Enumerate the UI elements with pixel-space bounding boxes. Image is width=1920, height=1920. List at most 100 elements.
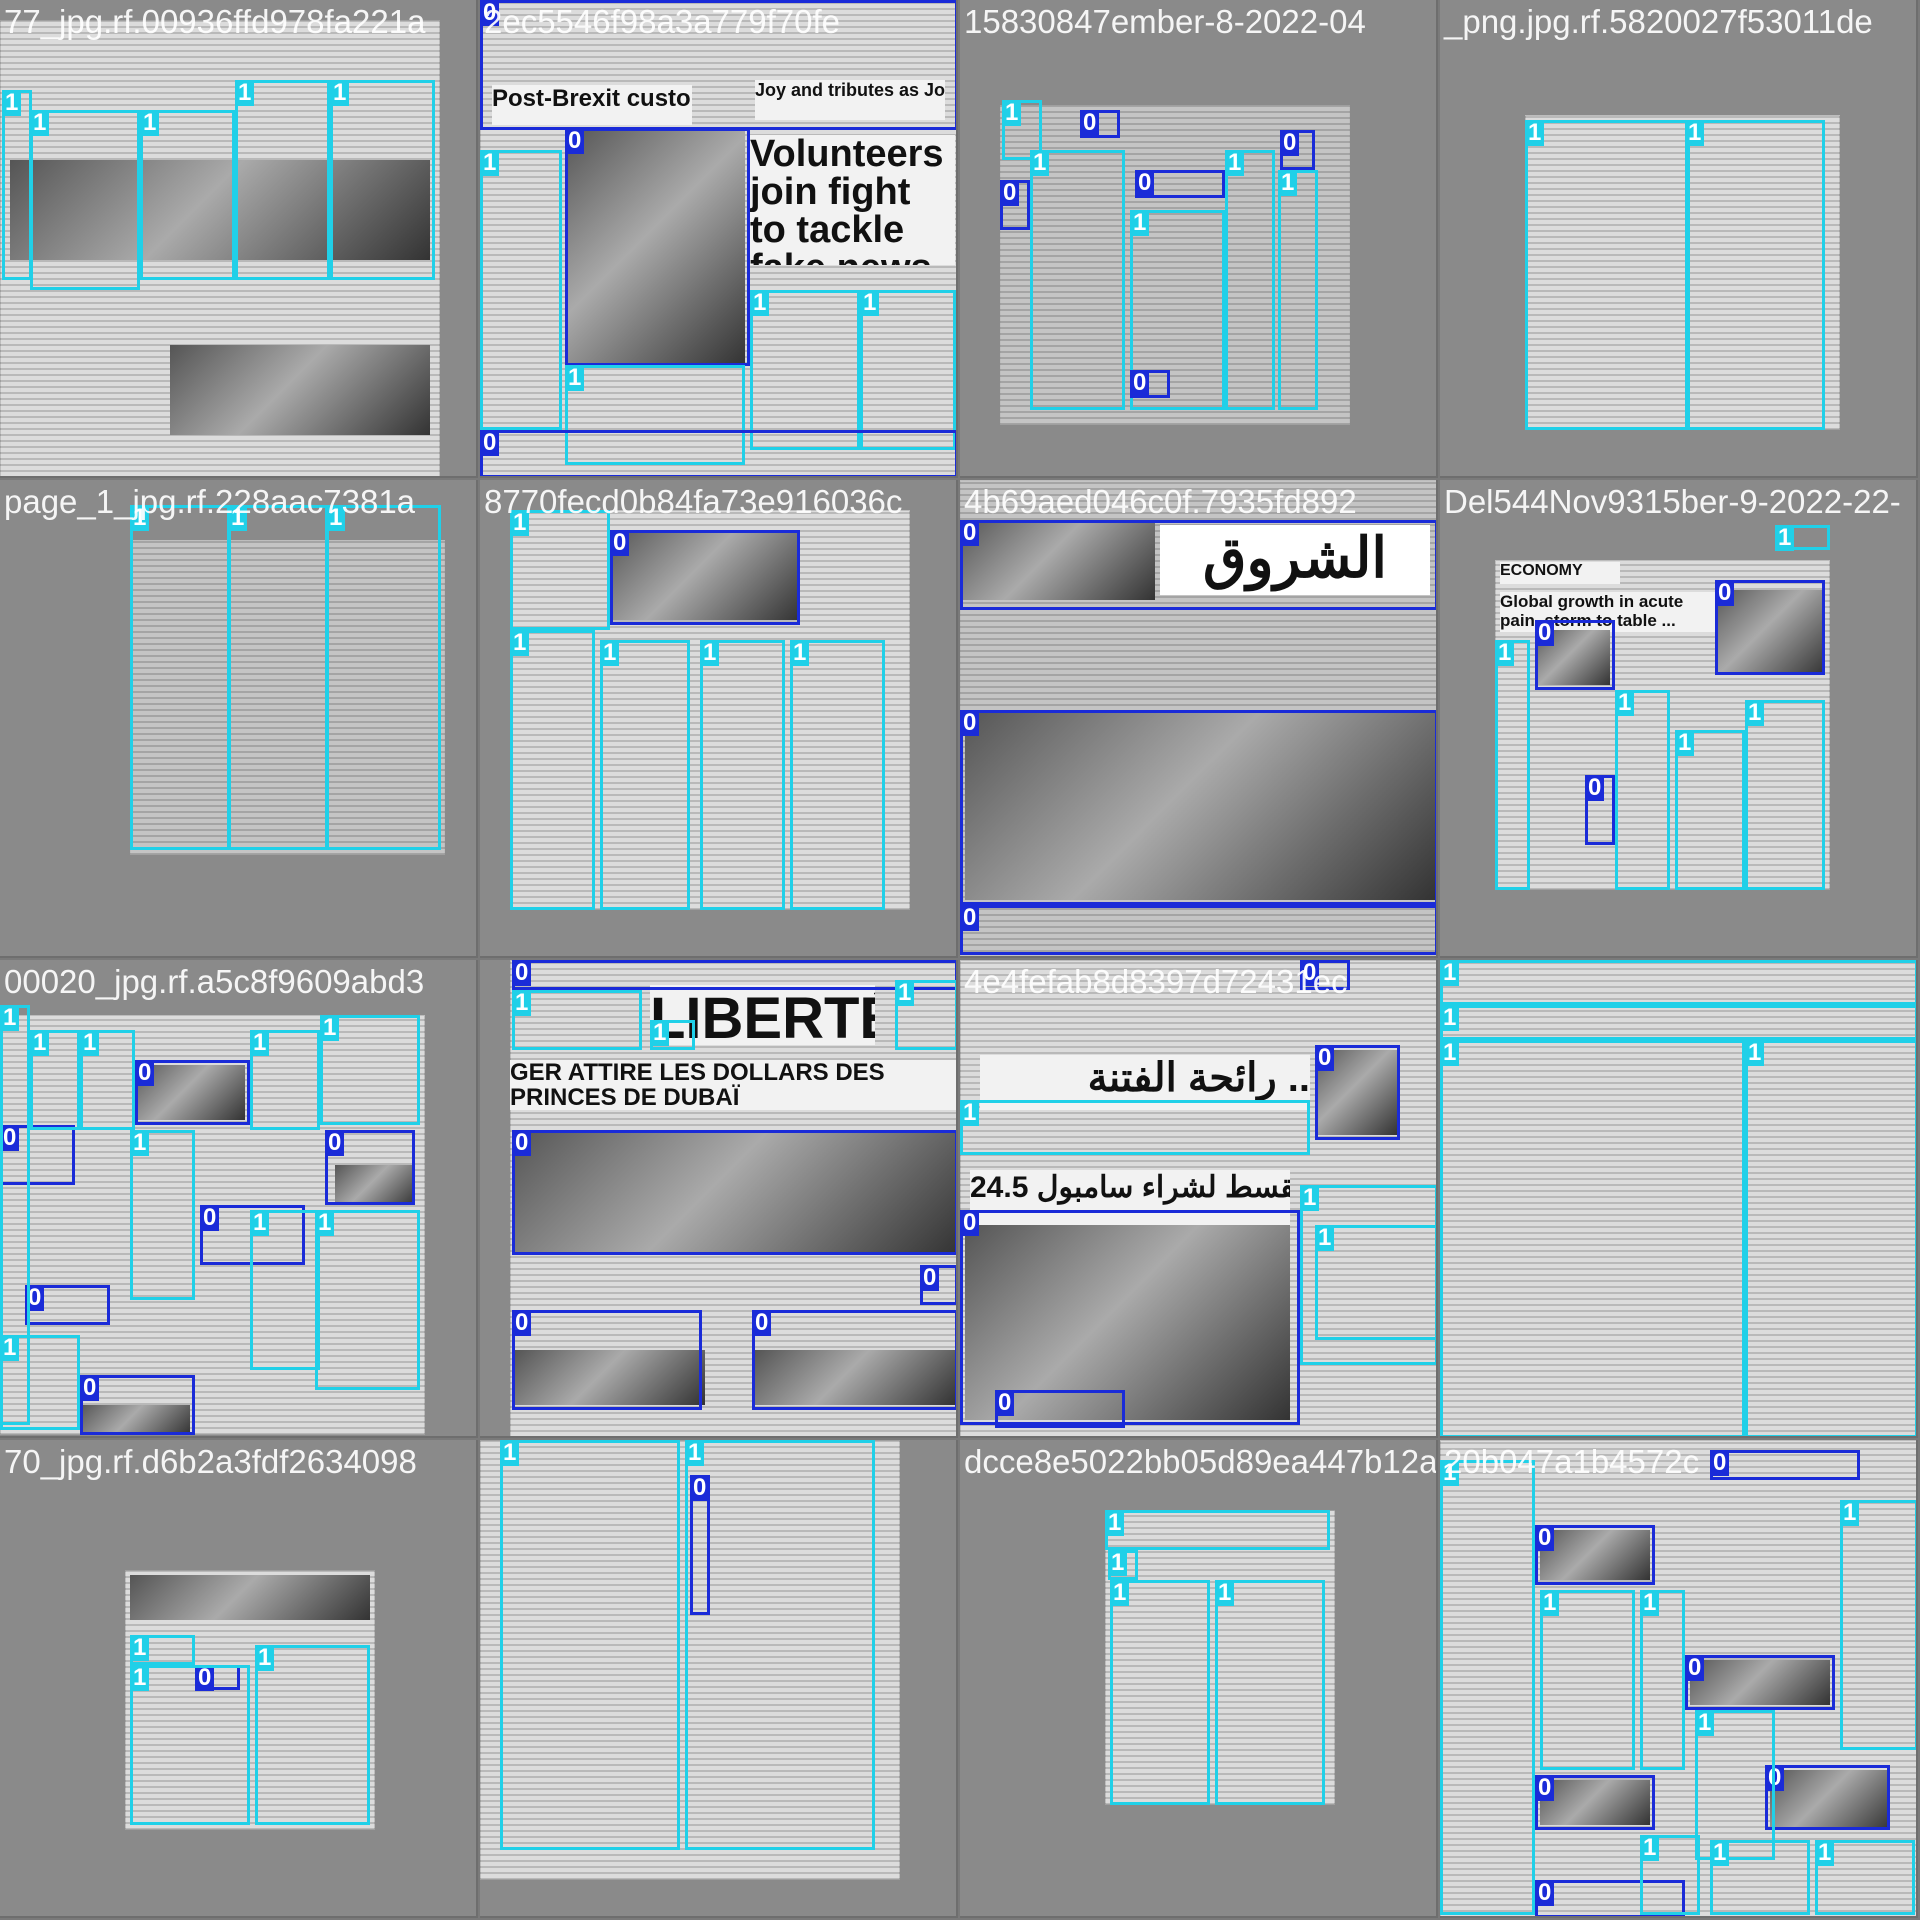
tile-16: 0 0 0 0 0 0 1 1 1 1 1 1 1 1 20b047a1b457…	[1440, 1440, 1918, 1918]
section-label: ECONOMY	[1500, 562, 1620, 584]
box-class0: 0	[1315, 1045, 1400, 1140]
tile-11: رائحة الفتنة .. 24.5 مليون.. القسط لشراء…	[960, 960, 1438, 1438]
tile-title: dcce8e5022bb05d89ea447b12a	[964, 1442, 1436, 1482]
box-class1: 1	[1745, 700, 1825, 890]
tile-14: 1 1 0	[480, 1440, 958, 1918]
box-class1: 1	[500, 1440, 680, 1850]
box-class0: 0	[960, 520, 1438, 610]
box-class0: 0	[512, 1310, 702, 1410]
box-class1: 1	[320, 1015, 420, 1125]
box-class0: 0	[80, 1375, 195, 1435]
box-class1: 1	[1675, 730, 1745, 890]
box-class1: 1	[1440, 1460, 1535, 1915]
box-class1: 1	[30, 110, 140, 290]
box-class0: 0	[752, 1310, 958, 1410]
box-class1: 1	[750, 290, 860, 450]
tile-10: LIBERTÉ GER ATTIRE LES DOLLARS DES PRINC…	[480, 960, 958, 1438]
tile-title: page_1_jpg.rf.228aac7381a	[4, 482, 476, 522]
box-class1: 1	[140, 110, 235, 280]
box-class0: 0	[1585, 775, 1615, 845]
box-class0: 0	[995, 1390, 1125, 1428]
box-class0: 0	[480, 430, 958, 478]
tile-8: ECONOMY Global growth in acute pain, sto…	[1440, 480, 1918, 958]
box-class0: 0	[565, 128, 750, 366]
box-class1: 1	[1030, 150, 1125, 410]
box-class1: 1	[1110, 1580, 1210, 1805]
box-class0: 0	[135, 1060, 250, 1125]
tile-7: الشروق 0 0 0 4b69aed046c0f.7935fd892	[960, 480, 1438, 958]
tile-15: 1 1 1 1 dcce8e5022bb05d89ea447b12a	[960, 1440, 1438, 1918]
box-class1: 1	[1105, 1510, 1330, 1550]
tile-4: 1 1 _png.jpg.rf.5820027f53011de	[1440, 0, 1918, 478]
tile-5: 1 1 1 page_1_jpg.rf.228aac7381a	[0, 480, 478, 958]
box-class1: 1	[790, 640, 885, 910]
tile-title: 77_jpg.rf.00936ffd978fa221a	[4, 2, 476, 42]
box-class1: 1	[130, 1130, 195, 1300]
tile-title: 2ec5546f98a3a779f70fe	[484, 2, 956, 42]
box-class1: 1	[510, 630, 595, 910]
box-class1: 1	[315, 1210, 420, 1390]
box-class0: 0	[1280, 130, 1315, 170]
tile-title: 00020_jpg.rf.a5c8f9609abd3	[4, 962, 476, 1002]
box-class0: 0	[1135, 170, 1225, 198]
box-class1: 1	[130, 1665, 250, 1825]
box-class1: 1	[1540, 1590, 1635, 1770]
box-class1: 1	[1440, 960, 1918, 1005]
box-class0: 0	[1000, 180, 1030, 230]
box-class1: 1	[1278, 170, 1318, 410]
box-class1: 1	[1225, 150, 1275, 410]
box-class1: 1	[1710, 1840, 1810, 1915]
box-class0: 0	[1715, 580, 1825, 675]
box-class0: 0	[1535, 1775, 1655, 1830]
box-class1: 1	[255, 1645, 370, 1825]
box-class1: 1	[510, 510, 610, 630]
box-class0: 0	[1080, 110, 1120, 138]
box-class1: 1	[250, 1210, 320, 1370]
tile-title: 20b047a1b4572c	[1444, 1442, 1916, 1482]
box-class1: 1	[512, 990, 642, 1050]
box-class1: 1	[1215, 1580, 1325, 1805]
tile-title: 4b69aed046c0f.7935fd892	[964, 482, 1436, 522]
box-class1: 1	[1525, 120, 1690, 430]
box-class1: 1	[330, 80, 435, 280]
box-class1: 1	[650, 1020, 695, 1050]
tile-title: 4e4fefab8d8397d72431ec	[964, 962, 1436, 1002]
box-class1: 1	[960, 1100, 1310, 1155]
box-class0: 0	[512, 1130, 958, 1255]
box-class1: 1	[1640, 1590, 1685, 1770]
box-class1: 1	[1495, 640, 1530, 890]
box-class0: 0	[512, 960, 958, 990]
box-class1: 1	[2, 90, 32, 280]
box-class0: 0	[960, 710, 1438, 905]
box-class1: 1	[685, 1440, 875, 1850]
box-class0: 0	[1535, 1525, 1655, 1585]
tile-title: 8770fecd0b84fa73e916036c	[484, 482, 956, 522]
box-class1: 1	[895, 980, 958, 1050]
box-class1: 1	[1315, 1225, 1438, 1340]
box-class1: 1	[130, 1635, 195, 1665]
box-class1: 1	[1108, 1550, 1138, 1580]
box-class1: 1	[600, 640, 690, 910]
tile-6: 0 1 1 1 1 1 8770fecd0b84fa73e916036c	[480, 480, 958, 958]
box-class1: 1	[1440, 1005, 1918, 1040]
box-class0: 0	[610, 530, 800, 625]
headline: Volunteers join fight to tackle fake new…	[750, 135, 955, 265]
box-class1: 1	[1695, 1710, 1775, 1860]
box-class1: 1	[1615, 690, 1670, 890]
box-class1: 1	[0, 1335, 80, 1430]
box-class1: 1	[235, 80, 330, 280]
tile-title: 15830847ember-8-2022-04	[964, 2, 1436, 42]
tile-9: 0 0 0 0 0 0 1 1 1 1 1 1 1 1 1 00020_jpg.…	[0, 960, 478, 1438]
box-class0: 0	[1535, 620, 1615, 690]
box-class1: 1	[1815, 1840, 1915, 1915]
tile-title: 70_jpg.rf.d6b2a3fdf2634098	[4, 1442, 476, 1482]
tile-1: 1 1 1 1 1 77_jpg.rf.00936ffd978fa221a	[0, 0, 478, 478]
box-class0: 0	[1685, 1655, 1835, 1710]
box-class1: 1	[700, 640, 785, 910]
tile-title: Del544Nov9315ber-9-2022-22-	[1444, 482, 1916, 522]
box-class1: 1	[30, 1030, 80, 1130]
box-class1: 1	[250, 1030, 320, 1130]
news-photo	[170, 345, 430, 435]
box-class1: 1	[1640, 1835, 1700, 1915]
